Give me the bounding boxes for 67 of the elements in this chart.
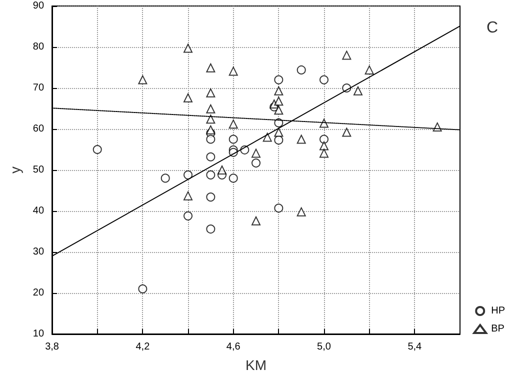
- point: [206, 152, 216, 162]
- point: [274, 136, 284, 145]
- point: [92, 145, 102, 154]
- x-tick-label: 3,8: [45, 342, 60, 352]
- point: [228, 174, 238, 183]
- point: [206, 88, 216, 98]
- point: [364, 65, 374, 74]
- point: [274, 128, 284, 137]
- point: [206, 114, 216, 124]
- y-tick-label: 70: [32, 82, 44, 94]
- point: [218, 166, 227, 174]
- point: [274, 106, 284, 115]
- point: [320, 75, 329, 84]
- point: [296, 134, 306, 144]
- point: [274, 86, 284, 96]
- point: [274, 204, 284, 213]
- point: [252, 158, 261, 168]
- point: [274, 118, 284, 128]
- point: [206, 104, 216, 114]
- point: [206, 125, 216, 134]
- point: [320, 148, 329, 158]
- point: [342, 128, 352, 137]
- point: [228, 134, 238, 144]
- point: [206, 63, 216, 72]
- y-tick-label: 10: [32, 328, 44, 340]
- point: [138, 284, 148, 294]
- y-tick-label: 60: [32, 124, 44, 134]
- point: [262, 132, 272, 142]
- point: [354, 86, 363, 96]
- point: [342, 50, 352, 60]
- y-tick-label: 20: [32, 288, 44, 298]
- y-tick-label: 90: [32, 0, 44, 12]
- x-tick-label: 4,6: [226, 342, 241, 352]
- point: [206, 170, 216, 180]
- point: [296, 65, 306, 74]
- point: [252, 148, 261, 158]
- point: [228, 120, 238, 129]
- point: [184, 44, 193, 53]
- point: [206, 224, 216, 234]
- point: [228, 66, 238, 76]
- point: [184, 170, 193, 180]
- y-tick-label: 80: [32, 42, 44, 52]
- text: C: [486, 20, 498, 36]
- point: [184, 191, 193, 200]
- point: [252, 216, 261, 226]
- point: [320, 118, 329, 128]
- point: [206, 192, 216, 202]
- legend-label: BP: [491, 324, 505, 334]
- y-tick-label: 50: [32, 164, 44, 176]
- x-tick-label: 4,2: [136, 342, 150, 352]
- y-tick-label: 30: [32, 246, 44, 258]
- y-tick-label: 40: [32, 206, 44, 216]
- point: [206, 134, 216, 144]
- x-tick-label: 5,0: [317, 342, 332, 352]
- x-axis-title: KM: [246, 357, 267, 373]
- legend-label: HP: [491, 306, 506, 316]
- y-axis-title: y: [7, 166, 23, 174]
- point: [184, 93, 193, 102]
- point: [320, 141, 329, 150]
- point: [184, 211, 193, 220]
- x-tick-label: 5,4: [408, 342, 422, 352]
- point: [320, 134, 329, 144]
- point: [274, 96, 284, 106]
- point: [274, 75, 284, 84]
- point: [296, 207, 306, 216]
- point: [160, 174, 170, 183]
- point: [138, 75, 148, 84]
